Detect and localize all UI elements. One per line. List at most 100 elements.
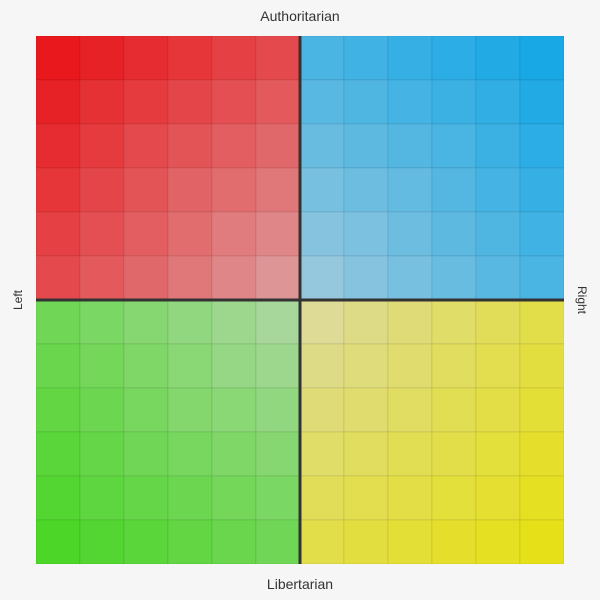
- grid-cell: [475, 387, 521, 433]
- grid-cell: [431, 167, 477, 213]
- grid-cell: [167, 475, 213, 521]
- grid-cell: [475, 343, 521, 389]
- grid-cell: [79, 519, 125, 564]
- grid-cell: [387, 519, 433, 564]
- grid-cell: [167, 255, 213, 301]
- grid-cell: [211, 299, 257, 345]
- grid-cell: [519, 387, 564, 433]
- grid-cell: [167, 211, 213, 257]
- grid-cell: [255, 299, 301, 345]
- grid-cell: [343, 79, 389, 125]
- grid-cell: [211, 255, 257, 301]
- grid-cell: [299, 79, 345, 125]
- grid-cell: [123, 343, 169, 389]
- grid-cell: [431, 36, 477, 81]
- grid-cell: [299, 255, 345, 301]
- grid-cell: [387, 167, 433, 213]
- grid-cell: [167, 36, 213, 81]
- grid-cell: [343, 387, 389, 433]
- grid-cell: [431, 211, 477, 257]
- grid-cell: [299, 211, 345, 257]
- grid-cell: [167, 519, 213, 564]
- grid-cell: [167, 431, 213, 477]
- grid-cell: [299, 519, 345, 564]
- grid-cell: [519, 36, 564, 81]
- grid-cell: [36, 79, 81, 125]
- grid-cell: [431, 255, 477, 301]
- grid-cell: [475, 211, 521, 257]
- grid-cell: [475, 255, 521, 301]
- grid-cell: [167, 387, 213, 433]
- grid-cell: [343, 343, 389, 389]
- grid-cell: [79, 79, 125, 125]
- grid-cell: [79, 36, 125, 81]
- grid-cell: [343, 211, 389, 257]
- grid-cell: [255, 519, 301, 564]
- grid-cell: [211, 387, 257, 433]
- grid-cell: [475, 123, 521, 169]
- grid-cell: [123, 255, 169, 301]
- grid-cell: [475, 519, 521, 564]
- grid-cell: [519, 519, 564, 564]
- grid-cell: [299, 167, 345, 213]
- grid-cell: [519, 211, 564, 257]
- grid-cell: [167, 299, 213, 345]
- grid-cell: [299, 475, 345, 521]
- grid-cell: [431, 343, 477, 389]
- grid-cell: [299, 36, 345, 81]
- grid-cell: [343, 519, 389, 564]
- grid-cell: [387, 343, 433, 389]
- political-compass-grid: [36, 36, 564, 564]
- grid-cell: [519, 167, 564, 213]
- grid-cell: [475, 167, 521, 213]
- grid-cell: [36, 167, 81, 213]
- grid-cell: [167, 343, 213, 389]
- grid-cell: [519, 475, 564, 521]
- grid-cell: [387, 255, 433, 301]
- grid-cell: [211, 519, 257, 564]
- grid-cell: [211, 431, 257, 477]
- grid-cell: [36, 387, 81, 433]
- grid-cell: [167, 167, 213, 213]
- grid-cell: [431, 299, 477, 345]
- grid-cell: [79, 255, 125, 301]
- grid-cell: [343, 475, 389, 521]
- grid-cell: [519, 299, 564, 345]
- grid-cell: [123, 475, 169, 521]
- grid-cell: [343, 167, 389, 213]
- grid-cell: [387, 387, 433, 433]
- grid-cell: [167, 123, 213, 169]
- grid-cell: [211, 475, 257, 521]
- grid-cell: [211, 211, 257, 257]
- grid-cell: [211, 343, 257, 389]
- grid-cell: [123, 123, 169, 169]
- grid-cell: [475, 36, 521, 81]
- grid-cell: [211, 36, 257, 81]
- grid-cell: [387, 36, 433, 81]
- grid-cell: [343, 255, 389, 301]
- grid-cell: [255, 431, 301, 477]
- grid-cell: [387, 211, 433, 257]
- grid-cell: [299, 387, 345, 433]
- grid-cell: [431, 519, 477, 564]
- grid-cell: [255, 123, 301, 169]
- grid-cell: [343, 123, 389, 169]
- grid-cell: [123, 167, 169, 213]
- grid-cell: [123, 387, 169, 433]
- grid-cell: [36, 123, 81, 169]
- grid-cell: [255, 211, 301, 257]
- grid-cell: [475, 431, 521, 477]
- grid-cell: [431, 431, 477, 477]
- grid-cell: [123, 211, 169, 257]
- grid-cell: [79, 387, 125, 433]
- grid-cell: [79, 299, 125, 345]
- grid-cell: [36, 36, 81, 81]
- grid-cell: [431, 79, 477, 125]
- grid-cell: [79, 431, 125, 477]
- grid-cell: [255, 343, 301, 389]
- grid-cell: [519, 343, 564, 389]
- grid-cell: [475, 79, 521, 125]
- grid-cell: [299, 431, 345, 477]
- grid-cell: [79, 167, 125, 213]
- grid-cell: [123, 36, 169, 81]
